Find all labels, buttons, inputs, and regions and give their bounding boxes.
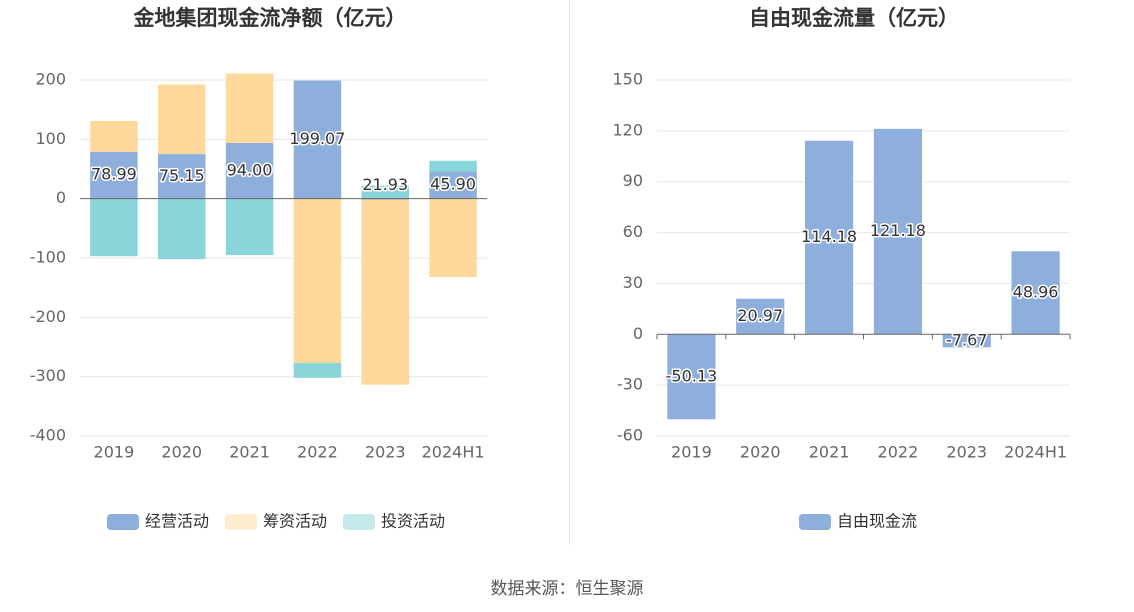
data-source-note: 数据来源：恒生聚源: [490, 579, 644, 599]
legend-swatch: [799, 514, 831, 530]
y-tick-label: -300: [30, 366, 66, 385]
y-tick-label: 120: [612, 120, 643, 139]
bar-筹资活动: [158, 84, 206, 155]
bar-筹资活动: [361, 199, 409, 385]
bar-自由现金流: [804, 140, 854, 335]
bar-自由现金流: [736, 298, 785, 335]
data-label: 45.90: [430, 175, 476, 194]
panel-divider: [569, 0, 570, 545]
bar-自由现金流: [1011, 251, 1060, 335]
legend-label: 经营活动: [145, 512, 209, 531]
y-tick-label: -60: [617, 426, 643, 445]
y-tick-label: 90: [623, 171, 643, 190]
data-label: 121.18: [870, 221, 926, 240]
x-tick-label: 2021: [229, 443, 270, 462]
y-tick-label: 0: [633, 324, 643, 343]
x-tick-label: 2021: [809, 443, 850, 462]
data-label: -7.67: [946, 330, 987, 349]
legend-swatch: [225, 514, 257, 530]
legend-swatch: [343, 514, 375, 530]
data-label: 78.99: [91, 165, 137, 184]
bar-经营活动: [90, 151, 138, 199]
data-label: 48.96: [1013, 282, 1059, 301]
x-tick-label: 2019: [94, 443, 135, 462]
bar-经营活动: [429, 171, 477, 199]
chart-title: 自由现金流量（亿元）: [749, 6, 959, 30]
bar-经营活动: [293, 80, 342, 199]
x-tick-label: 2020: [161, 443, 202, 462]
bar-投资活动: [293, 363, 342, 378]
x-tick-label: 2023: [946, 443, 987, 462]
y-tick-label: 150: [612, 70, 643, 89]
bar-投资活动: [429, 160, 477, 172]
bar-经营活动: [158, 154, 206, 199]
y-tick-label: -100: [30, 248, 66, 267]
data-label: 21.93: [362, 175, 408, 194]
y-tick-label: 60: [623, 222, 643, 241]
free-cashflow-chart: 自由现金流量（亿元） 150 120 90 60 30 0 -30 -60 2019 2020 202…: [612, 6, 1071, 531]
bar-筹资活动: [293, 198, 342, 364]
legend-label: 自由现金流: [837, 512, 917, 531]
legend-label: 筹资活动: [263, 512, 327, 531]
bar-投资活动: [90, 198, 138, 257]
legend-label: 投资活动: [381, 512, 445, 531]
bar-筹资活动: [225, 73, 274, 143]
x-tick-label: 2020: [740, 443, 781, 462]
y-tick-label: -200: [30, 307, 66, 326]
data-label: 20.97: [737, 306, 783, 325]
bar-自由现金流: [942, 334, 991, 348]
bar-筹资活动: [429, 198, 477, 277]
data-label: 114.18: [801, 227, 857, 246]
y-tick-label: 100: [35, 129, 66, 148]
bar-筹资活动: [90, 120, 138, 152]
x-tick-label: 2022: [878, 443, 919, 462]
y-tick-label: 30: [623, 273, 643, 292]
bar-自由现金流: [873, 128, 923, 335]
y-tick-label: 200: [35, 70, 66, 89]
bar-投资活动: [361, 185, 409, 199]
x-tick-label: 2019: [671, 443, 712, 462]
cashflow-net-chart: 金地集团现金流净额（亿元） 200 100 0 -100 -200 -300 -400 2019…: [30, 6, 487, 531]
data-label: -50.13: [666, 366, 718, 385]
bar-投资活动: [225, 198, 274, 256]
data-label: 75.15: [159, 166, 205, 185]
bar-经营活动: [225, 142, 274, 199]
bar-投资活动: [158, 198, 206, 260]
y-tick-label: -400: [30, 426, 66, 445]
y-tick-label: -30: [617, 375, 643, 394]
chart-title: 金地集团现金流净额（亿元）: [133, 6, 407, 30]
x-tick-label: 2024H1: [422, 443, 485, 462]
x-tick-label: 2022: [297, 443, 338, 462]
x-tick-label: 2023: [365, 443, 406, 462]
bar-自由现金流: [667, 334, 716, 420]
data-label: 199.07: [289, 129, 345, 148]
legend-swatch: [107, 514, 139, 530]
y-tick-label: 0: [56, 188, 66, 207]
data-label: 94.00: [227, 160, 273, 179]
x-tick-label: 2024H1: [1004, 443, 1067, 462]
